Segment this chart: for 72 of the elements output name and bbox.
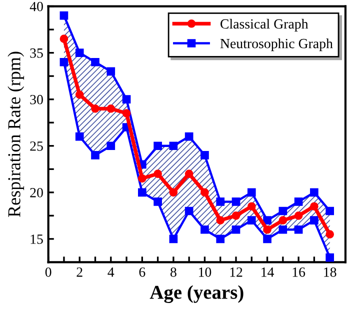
y-tick-label: 15: [30, 234, 43, 244]
point: [106, 104, 116, 113]
point: [247, 216, 256, 224]
point: [60, 11, 68, 20]
point: [91, 58, 100, 66]
legend-label: Neutrosophic Graph: [220, 38, 333, 52]
point: [263, 225, 272, 234]
point: [263, 216, 272, 224]
point: [294, 198, 303, 206]
x-axis-title: Age (years): [150, 285, 244, 303]
y-tick-label: 35: [30, 48, 43, 58]
point: [216, 198, 225, 206]
legend-label: Classical Graph: [220, 18, 308, 32]
point: [326, 206, 334, 216]
point: [278, 225, 288, 234]
x-tick-label: 18: [324, 267, 336, 277]
point: [278, 206, 288, 216]
point: [326, 230, 334, 238]
point: [294, 211, 303, 220]
point: [247, 202, 256, 211]
point: [232, 198, 240, 206]
point: [169, 142, 178, 150]
point: [122, 109, 131, 118]
point: [122, 95, 131, 104]
point: [169, 188, 178, 197]
point: [294, 225, 303, 234]
x-tick-label: 6: [139, 267, 146, 277]
point: [326, 253, 334, 262]
x-tick-label: 12: [230, 267, 242, 277]
point: [60, 34, 68, 44]
x-tick-label: 0: [45, 267, 52, 277]
y-tick-label: 20: [30, 188, 43, 198]
point: [200, 188, 209, 197]
point: [247, 188, 256, 197]
point: [138, 188, 146, 197]
y-tick-label: 25: [30, 141, 43, 151]
point: [232, 211, 240, 220]
point: [75, 90, 84, 99]
x-tick-label: 10: [198, 267, 212, 277]
y-axis-title: Respiration Rate (rpm): [8, 52, 24, 217]
x-tick-label: 14: [262, 268, 274, 277]
point: [75, 48, 84, 57]
point: [310, 188, 318, 197]
point: [184, 132, 194, 141]
point: [75, 132, 84, 141]
x-tick-label: 4: [108, 268, 114, 277]
point: [278, 216, 288, 224]
x-tick-label: 2: [76, 267, 82, 277]
point: [263, 234, 272, 244]
x-tick-label: 16: [292, 267, 306, 277]
point: [232, 225, 240, 234]
point: [106, 67, 116, 76]
y-tick-label: 30: [30, 94, 43, 104]
point: [184, 206, 194, 216]
point: [138, 174, 146, 183]
point: [154, 198, 162, 206]
x-tick-label: 8: [170, 267, 176, 277]
point: [184, 170, 194, 178]
point: [91, 151, 100, 160]
point: [200, 225, 209, 234]
point: [169, 234, 178, 244]
point: [200, 151, 209, 160]
point: [154, 142, 162, 150]
point: [60, 58, 68, 66]
point: [91, 104, 100, 113]
point: [310, 202, 318, 211]
point: [154, 170, 162, 178]
point: [216, 234, 225, 244]
point: [216, 216, 225, 224]
point: [106, 142, 116, 150]
y-tick-label: 40: [30, 2, 43, 12]
point: [310, 216, 318, 224]
